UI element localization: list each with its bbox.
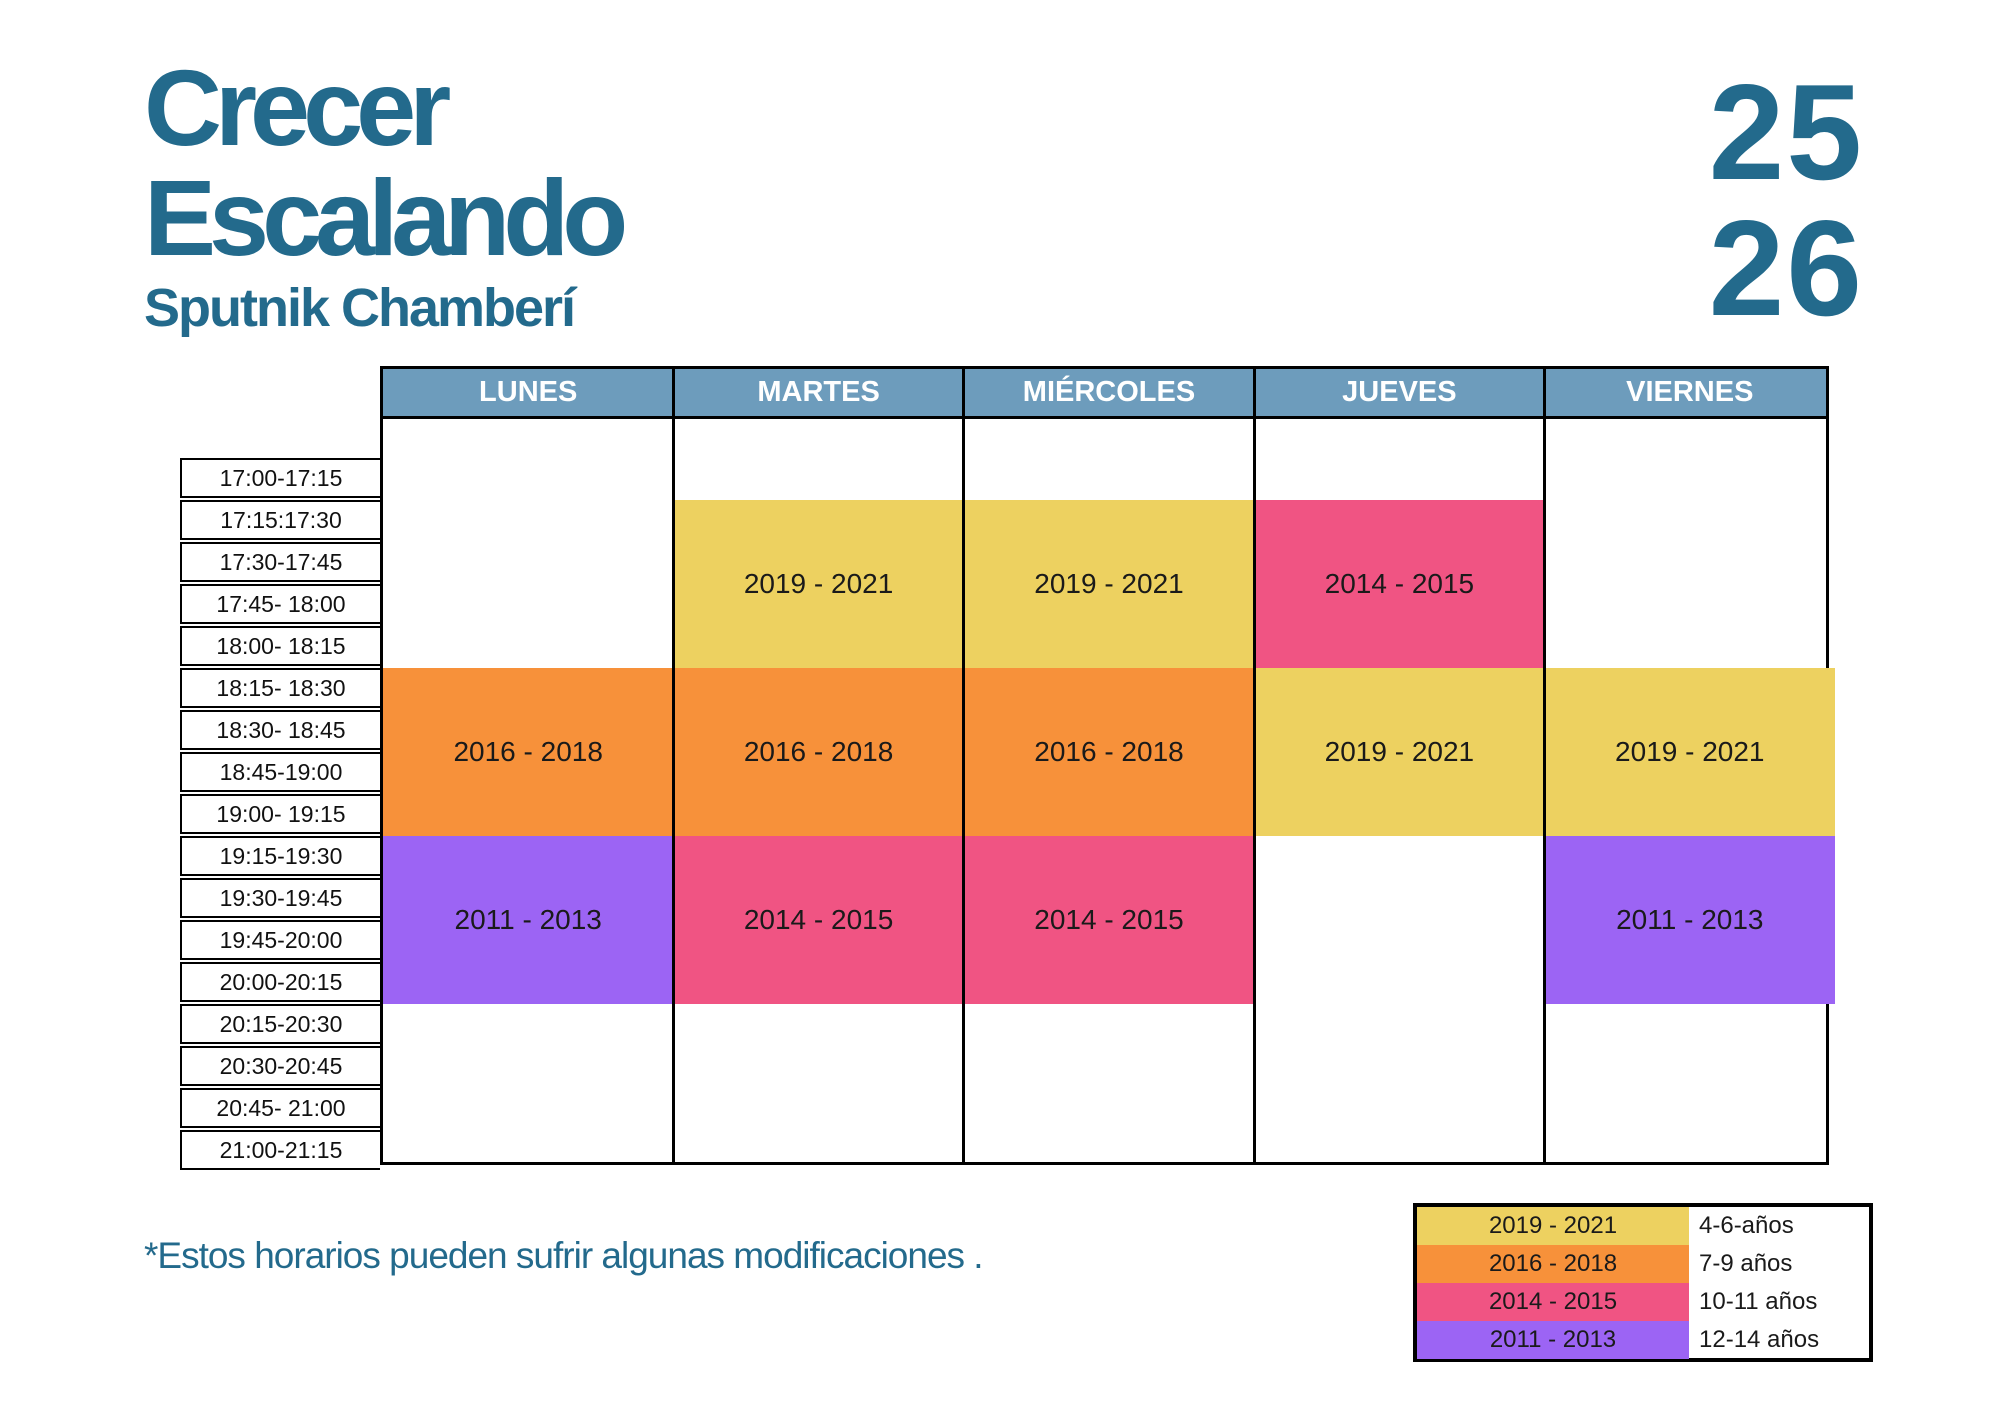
season-year-end: 26 [1708, 192, 1864, 344]
subtitle-location: Sputnik Chamberí [144, 278, 576, 338]
legend-year-range: 2016 - 2018 [1417, 1245, 1689, 1283]
time-slot-label: 18:45-19:00 [180, 752, 380, 792]
day-header-viernes: VIERNES [1626, 376, 1754, 408]
time-slot-label: 21:00-21:15 [180, 1130, 380, 1170]
class-block: 2014 - 2015 [1254, 500, 1545, 668]
time-slot-label: 17:45- 18:00 [180, 584, 380, 624]
time-slot-label: 20:15-20:30 [180, 1004, 380, 1044]
time-slot-label: 19:45-20:00 [180, 920, 380, 960]
season-year-start: 25 [1708, 56, 1864, 208]
class-block: 2014 - 2015 [673, 836, 964, 1004]
legend-row: 2019 - 2021 4-6-años [1417, 1207, 1869, 1245]
class-block: 2016 - 2018 [383, 668, 674, 836]
grid-column-divider [671, 369, 675, 1162]
grid-column-divider [962, 369, 966, 1162]
time-slot-label: 19:30-19:45 [180, 878, 380, 918]
time-slot-label: 18:15- 18:30 [180, 668, 380, 708]
class-block: 2019 - 2021 [673, 500, 964, 668]
legend-row: 2011 - 2013 12-14 años [1417, 1321, 1869, 1359]
time-slot-label: 17:00-17:15 [180, 458, 380, 498]
legend-row: 2016 - 2018 7-9 años [1417, 1245, 1869, 1283]
day-header-jueves: JUEVES [1342, 376, 1457, 408]
class-block: 2016 - 2018 [963, 668, 1255, 836]
legend-age-label: 7-9 años [1699, 1250, 1793, 1277]
time-slot-label: 19:00- 19:15 [180, 794, 380, 834]
class-block: 2019 - 2021 [1254, 668, 1545, 836]
grid-column-divider [1543, 369, 1547, 1162]
class-block: 2016 - 2018 [673, 668, 964, 836]
grid-column-divider [1252, 369, 1256, 1162]
legend-age-label: 10-11 años [1699, 1288, 1818, 1315]
time-slot-label: 17:30-17:45 [180, 542, 380, 582]
title-line-1: Crecer [144, 47, 451, 168]
legend-year-range: 2019 - 2021 [1417, 1207, 1689, 1245]
day-header-lunes: LUNES [479, 376, 578, 408]
legend-year-range: 2014 - 2015 [1417, 1283, 1689, 1321]
legend-age-label: 12-14 años [1699, 1326, 1820, 1353]
time-slot-label: 20:30-20:45 [180, 1046, 380, 1086]
day-header-martes: MARTES [757, 376, 880, 408]
class-block: 2019 - 2021 [963, 500, 1255, 668]
time-slot-label: 17:15:17:30 [180, 500, 380, 540]
age-group-legend: 2019 - 2021 4-6-años 2016 - 2018 7-9 años 20… [1413, 1203, 1873, 1362]
class-block: 2011 - 2013 [1544, 836, 1835, 1004]
time-slot-label: 20:00-20:15 [180, 962, 380, 1002]
legend-row: 2014 - 2015 10-11 años [1417, 1283, 1869, 1321]
schedule-grid: LUNES MARTES MIÉRCOLES JUEVES VIERNES 20… [380, 366, 1835, 1165]
title-line-2: Escalando [144, 157, 628, 278]
time-slot-label: 20:45- 21:00 [180, 1088, 380, 1128]
legend-year-range: 2011 - 2013 [1417, 1321, 1689, 1359]
day-header-row: LUNES MARTES MIÉRCOLES JUEVES VIERNES [383, 369, 1826, 419]
day-header-miercoles: MIÉRCOLES [1022, 376, 1196, 408]
time-slot-label: 18:00- 18:15 [180, 626, 380, 666]
time-slot-label: 18:30- 18:45 [180, 710, 380, 750]
class-block: 2011 - 2013 [383, 836, 674, 1004]
legend-age-label: 4-6-años [1699, 1212, 1794, 1239]
class-block: 2014 - 2015 [963, 836, 1255, 1004]
time-slot-label: 19:15-19:30 [180, 836, 380, 876]
class-block: 2019 - 2021 [1544, 668, 1835, 836]
schedule-disclaimer: *Estos horarios pueden sufrir algunas mo… [144, 1235, 984, 1276]
